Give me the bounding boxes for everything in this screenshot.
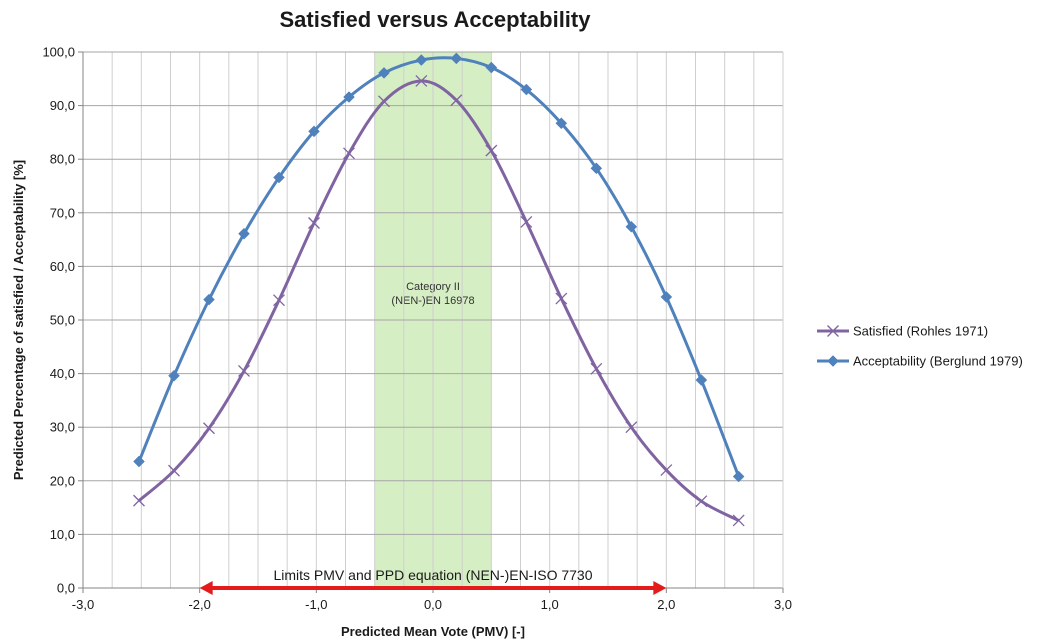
data-point-stroke-b bbox=[378, 95, 390, 108]
x-tick-label: 0,0 bbox=[424, 597, 442, 612]
data-point bbox=[238, 364, 250, 377]
data-point bbox=[732, 514, 745, 527]
legend-marker bbox=[827, 355, 839, 367]
data-point bbox=[660, 464, 673, 477]
data-point-stroke-b bbox=[273, 294, 285, 307]
data-point bbox=[203, 422, 215, 435]
x-axis-title: Predicted Mean Vote (PMV) [-] bbox=[341, 624, 525, 639]
data-point-stroke-b bbox=[133, 494, 145, 507]
data-point bbox=[485, 144, 498, 157]
data-point bbox=[273, 171, 285, 184]
data-point bbox=[343, 147, 355, 160]
data-point-stroke-b bbox=[415, 74, 428, 87]
limits-arrow bbox=[199, 581, 667, 595]
y-axis-title: Predicted Percentage of satisfied / Acce… bbox=[11, 160, 26, 480]
data-point bbox=[273, 294, 285, 307]
series-line-1 bbox=[137, 56, 741, 478]
data-point bbox=[203, 293, 215, 306]
annotation-layer: Limits PMV and PPD equation (NEN-)EN-ISO… bbox=[199, 567, 667, 595]
y-tick-label: 40,0 bbox=[50, 366, 75, 381]
data-point bbox=[450, 52, 463, 65]
data-point bbox=[415, 54, 428, 66]
data-point bbox=[555, 292, 568, 305]
y-tick-label: 0,0 bbox=[57, 581, 75, 596]
y-tick-label: 70,0 bbox=[50, 205, 75, 220]
data-point-stroke-b bbox=[485, 144, 498, 157]
data-point bbox=[168, 369, 180, 382]
data-point-stroke-b bbox=[343, 147, 355, 160]
axis-layer: 0,0 10,0 20,0 30,0 40,0 50,0 60,0 70,0 80,0 90,0 1… bbox=[42, 45, 792, 613]
data-point bbox=[695, 495, 708, 508]
x-tick-label: -3,0 bbox=[72, 597, 94, 612]
data-point-stroke-b bbox=[732, 514, 745, 527]
data-point bbox=[625, 421, 638, 434]
data-point bbox=[343, 91, 355, 103]
chart-title: Satisfied versus Acceptability bbox=[280, 7, 592, 32]
data-point-stroke-b bbox=[520, 215, 533, 228]
y-tick-label: 10,0 bbox=[50, 527, 75, 542]
legend-label: Satisfied (Rohles 1971) bbox=[853, 324, 988, 339]
y-tick-label: 30,0 bbox=[50, 420, 75, 435]
series-0 bbox=[133, 74, 745, 527]
data-point bbox=[450, 94, 463, 107]
legend-item-0: Satisfied (Rohles 1971) bbox=[817, 324, 988, 339]
data-point bbox=[133, 455, 145, 468]
legend-item-1: Acceptability (Berglund 1979) bbox=[817, 354, 1023, 369]
legend-label: Acceptability (Berglund 1979) bbox=[853, 354, 1023, 369]
y-tick-label: 60,0 bbox=[50, 259, 75, 274]
y-tick-label: 80,0 bbox=[50, 152, 75, 167]
x-tick-label: -1,0 bbox=[305, 597, 327, 612]
data-point-stroke-b bbox=[203, 422, 215, 435]
data-point bbox=[732, 470, 745, 483]
data-point-stroke-b bbox=[660, 464, 673, 477]
data-point bbox=[520, 83, 533, 96]
legend-marker-stroke-b bbox=[827, 325, 839, 337]
data-point bbox=[520, 215, 533, 228]
data-point bbox=[378, 67, 390, 79]
y-tick-label: 20,0 bbox=[50, 473, 75, 488]
limits-arrow-head-left bbox=[199, 581, 213, 595]
data-point-stroke-b bbox=[695, 495, 708, 508]
data-point bbox=[308, 125, 320, 138]
data-point bbox=[590, 162, 603, 175]
data-point bbox=[660, 291, 673, 303]
data-point bbox=[695, 374, 708, 386]
data-point bbox=[590, 362, 603, 375]
data-point bbox=[555, 117, 568, 130]
data-point-stroke-b bbox=[238, 364, 250, 377]
data-point-stroke-b bbox=[555, 292, 568, 305]
data-point bbox=[308, 217, 320, 229]
data-point bbox=[168, 464, 180, 477]
data-point bbox=[625, 220, 638, 233]
data-point-stroke-b bbox=[590, 362, 603, 375]
series-layer bbox=[133, 52, 745, 527]
data-point bbox=[238, 227, 250, 240]
data-point-stroke-b bbox=[450, 94, 463, 107]
data-point-stroke-b bbox=[625, 421, 638, 434]
data-point-stroke-b bbox=[168, 464, 180, 477]
data-point-stroke-b bbox=[308, 217, 320, 229]
limits-arrow-head-right bbox=[653, 581, 667, 595]
data-point bbox=[133, 494, 145, 507]
x-tick-label: -2,0 bbox=[188, 597, 210, 612]
y-tick-label: 90,0 bbox=[50, 98, 75, 113]
x-tick-label: 2,0 bbox=[657, 597, 675, 612]
y-tick-label: 100,0 bbox=[42, 45, 75, 60]
data-point bbox=[415, 74, 428, 87]
legend-marker bbox=[827, 325, 839, 337]
legend: Satisfied (Rohles 1971) Acceptability (Be… bbox=[817, 324, 1023, 369]
x-tick-label: 3,0 bbox=[774, 597, 792, 612]
x-tick-label: 1,0 bbox=[541, 597, 559, 612]
data-point bbox=[378, 95, 390, 108]
series-1 bbox=[133, 52, 745, 483]
y-tick-label: 50,0 bbox=[50, 313, 75, 328]
limits-label: Limits PMV and PPD equation (NEN-)EN-ISO… bbox=[273, 567, 592, 583]
data-point bbox=[485, 61, 498, 74]
